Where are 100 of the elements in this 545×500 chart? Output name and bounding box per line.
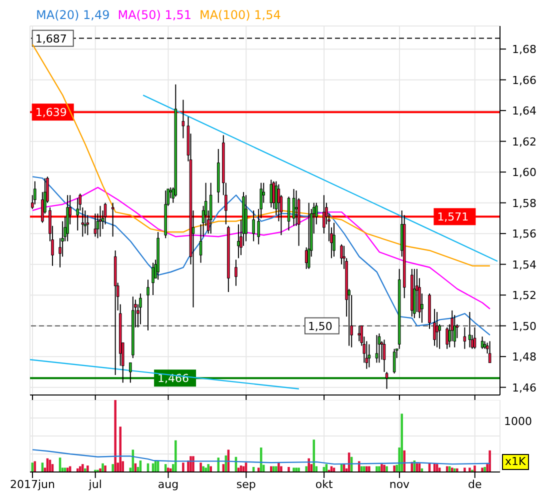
- line-series: [32, 44, 491, 266]
- candlestick: [76, 198, 80, 231]
- candlestick: [382, 339, 386, 372]
- bar: [102, 463, 104, 472]
- candlestick: [146, 279, 150, 331]
- bar: [192, 456, 194, 472]
- bar: [363, 466, 366, 472]
- bar: [305, 466, 308, 472]
- bar: [280, 466, 282, 472]
- bar: [169, 468, 172, 472]
- candlestick: [86, 214, 90, 236]
- bar: [119, 426, 122, 472]
- y-tick-label: 1,58: [512, 196, 536, 210]
- candlestick: [385, 371, 388, 390]
- bar: [204, 468, 207, 472]
- bar: [288, 466, 290, 472]
- candlestick: [436, 311, 438, 348]
- text: x1K: [502, 454, 529, 470]
- bar: [200, 462, 202, 472]
- candlestick: [463, 326, 466, 350]
- candlestick: [473, 326, 476, 350]
- y-tick-label: 1,46: [512, 381, 536, 394]
- bar: [378, 466, 380, 472]
- bar: [210, 466, 212, 472]
- y-tick-label: 1,48: [512, 350, 536, 364]
- bar: [380, 464, 383, 472]
- bar: [308, 458, 310, 472]
- bar: [468, 468, 471, 472]
- bar: [376, 466, 378, 472]
- x-tick-label: sep: [236, 478, 256, 491]
- bar: [474, 466, 476, 472]
- y-tick-label: 1,56: [512, 228, 536, 241]
- candlestick: [129, 362, 132, 384]
- candlestick: [446, 326, 448, 350]
- candlestick: [480, 336, 484, 350]
- bar: [114, 400, 116, 472]
- bar: [383, 464, 386, 472]
- bar: [488, 450, 491, 472]
- bar: [484, 466, 486, 472]
- candlestick: [84, 210, 87, 234]
- candlestick: [340, 244, 343, 265]
- bar: [174, 440, 177, 472]
- bar: [182, 462, 184, 472]
- candlestick: [98, 205, 102, 238]
- bar: [292, 468, 295, 472]
- y-tick-label: 1,54: [512, 258, 536, 272]
- bar: [464, 468, 466, 472]
- bar: [207, 464, 210, 472]
- candlestick: [292, 188, 296, 226]
- text: 1000: [503, 415, 533, 430]
- bar: [360, 466, 363, 472]
- bar: [84, 468, 86, 472]
- candlestick: [111, 202, 114, 238]
- candlestick: [468, 311, 472, 348]
- x-tick-label: 2017jun: [10, 478, 56, 491]
- y-tick-label: 1,62: [512, 135, 536, 148]
- bar: [275, 466, 278, 472]
- x-tick-label: aug: [158, 478, 179, 491]
- x-tick-label: jul: [88, 478, 102, 491]
- bar: [400, 414, 403, 472]
- candlestick: [307, 202, 310, 270]
- bar: [393, 466, 396, 472]
- bar: [79, 466, 82, 472]
- bar: [481, 468, 484, 472]
- candlestick: [104, 202, 107, 225]
- x-tick-label: nov: [389, 478, 410, 491]
- ref-line-label: 1,571: [437, 210, 469, 224]
- bar: [298, 468, 300, 472]
- bar: [99, 468, 102, 472]
- bar: [76, 468, 79, 472]
- y-tick-label: 1,52: [512, 289, 536, 302]
- candlestick: [139, 293, 142, 325]
- candlestick: [34, 180, 36, 205]
- bar: [456, 468, 458, 472]
- candlestick: [287, 196, 290, 231]
- candlestick: [252, 210, 255, 242]
- bar: [82, 464, 84, 472]
- candlestick: [365, 340, 368, 370]
- bar: [368, 466, 370, 472]
- candlestick: [94, 213, 97, 238]
- candlestick: [368, 344, 371, 368]
- y-tick-label: 1,60: [512, 166, 536, 180]
- bar: [112, 464, 114, 472]
- text: MA(50) 1,51: [118, 8, 192, 24]
- bar: [454, 468, 456, 472]
- candlestick: [453, 314, 456, 348]
- candlestick: [234, 259, 238, 286]
- bar: [272, 466, 275, 472]
- x-tick-label: okt: [315, 478, 334, 491]
- bar: [386, 466, 388, 472]
- bar: [190, 456, 192, 472]
- y-tick-label: 1,64: [512, 104, 536, 118]
- bar: [202, 466, 204, 472]
- bar: [403, 450, 406, 472]
- ref-line-label: 1,50: [308, 320, 332, 333]
- candlestick: [182, 99, 185, 139]
- text: MA(100) 1,54: [199, 8, 281, 24]
- text: MA(20) 1,49: [36, 8, 110, 24]
- candlestick: [392, 348, 396, 374]
- candlestick: [433, 308, 436, 346]
